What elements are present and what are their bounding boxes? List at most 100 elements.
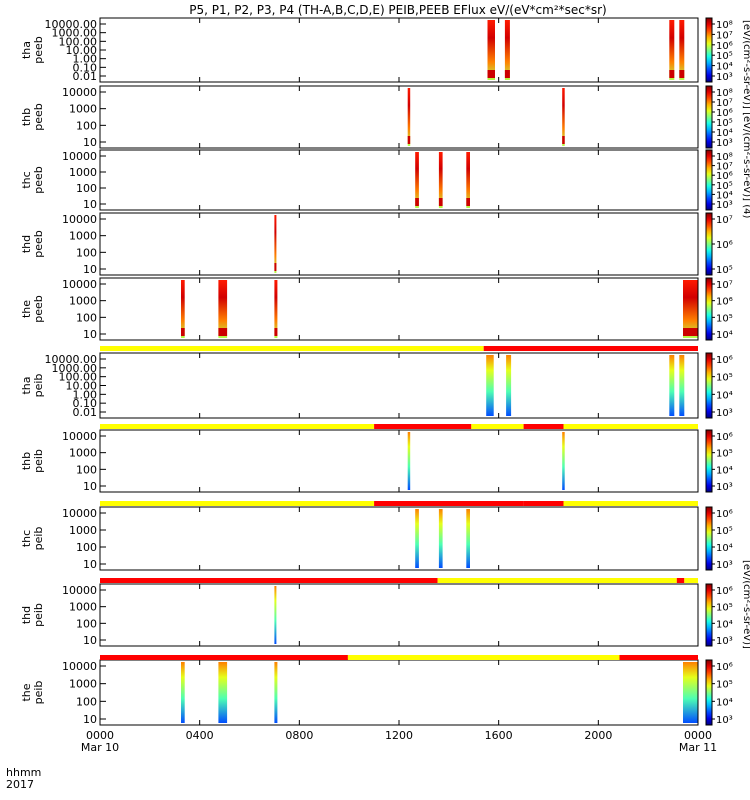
mode-bar bbox=[100, 346, 698, 351]
colorbar-tick-label: 10⁶ bbox=[716, 240, 733, 251]
panel-thd-peib: 10000 1000 100 10 thd peib 10⁶ 10⁵ 10⁴ 10³ bbox=[20, 583, 733, 647]
panel-frame bbox=[99, 429, 699, 493]
data-burst bbox=[669, 355, 675, 416]
mode-bar-segment bbox=[523, 424, 564, 429]
panel-instrument-label: peeb bbox=[32, 166, 45, 194]
mode-bar-segment bbox=[684, 578, 698, 583]
panel-stack: 10000.001000.00100.0010.001.000.100.01th… bbox=[20, 17, 733, 726]
data-burst-low-energy bbox=[669, 70, 675, 78]
colorbar-tick-label: 10⁷ bbox=[716, 280, 733, 291]
y-tick-label: 10 bbox=[83, 480, 97, 493]
y-tick-label: 1000 bbox=[69, 678, 97, 691]
data-burst bbox=[683, 280, 698, 338]
colorbar-tick-label: 10³ bbox=[716, 138, 733, 149]
data-burst bbox=[438, 509, 443, 568]
data-burst-low-energy bbox=[407, 136, 411, 144]
data-burst bbox=[683, 662, 698, 723]
data-burst bbox=[415, 509, 419, 568]
x-tick-label: 1600 bbox=[485, 729, 513, 742]
data-burst bbox=[181, 662, 185, 723]
y-tick-label: 10.00 bbox=[66, 44, 98, 57]
y-tick-label: 100 bbox=[76, 311, 97, 324]
colorbar-tick-label: 10⁷ bbox=[716, 30, 733, 41]
colorbar bbox=[705, 659, 713, 726]
mode-bar-segment bbox=[374, 501, 524, 506]
colorbar-tick-label: 10⁴ bbox=[716, 330, 733, 341]
colorbar-tick-label: 10⁸ bbox=[716, 20, 733, 31]
data-burst-low-energy bbox=[679, 70, 685, 78]
mode-bar-segment bbox=[563, 424, 698, 429]
colorbar-tick-label: 10⁶ bbox=[716, 41, 733, 52]
y-tick-label: 10 bbox=[83, 713, 97, 726]
x-tick-label: 2000 bbox=[584, 729, 612, 742]
panel-instrument-label: peeb bbox=[32, 36, 45, 64]
panel-thc-peib: 10000 1000 100 10 thc peib 10⁶ 10⁵ 10⁴ 10³ bbox=[20, 506, 733, 571]
colorbar-tick-label: 10⁷ bbox=[716, 215, 733, 226]
colorbar-tick-label: 10⁵ bbox=[716, 118, 733, 129]
panel-the-peib: 10000 1000 100 10 the peib 10⁶ 10⁵ 10⁴ 10³ bbox=[20, 659, 733, 726]
data-burst bbox=[274, 662, 278, 723]
colorbar-tick-label: 10⁷ bbox=[716, 98, 733, 109]
mode-bar-segment bbox=[471, 424, 524, 429]
data-burst-low-energy bbox=[504, 70, 510, 78]
colorbar-tick-label: 10⁶ bbox=[716, 662, 733, 673]
colorbar-tick-label: 10⁸ bbox=[716, 88, 733, 99]
data-burst bbox=[679, 20, 685, 80]
data-burst bbox=[504, 20, 510, 80]
panel-probe-label: thb bbox=[20, 108, 33, 126]
data-burst bbox=[274, 586, 277, 644]
y-tick-label: 10000.00 bbox=[45, 353, 98, 366]
colorbar-tick-label: 10⁴ bbox=[716, 62, 733, 73]
panel-frame bbox=[99, 85, 699, 149]
panel-the-peeb: 10000 1000 100 10 the peeb 10⁷ 10⁶ 10⁵ 10⁴ bbox=[20, 277, 733, 341]
mode-bar-segment bbox=[100, 655, 348, 660]
chart-title: P5, P1, P2, P3, P4 (TH-A,B,C,D,E) PEIB,P… bbox=[189, 3, 606, 17]
data-burst bbox=[415, 152, 419, 208]
data-burst bbox=[562, 432, 565, 490]
panel-frame bbox=[99, 277, 699, 341]
data-burst bbox=[487, 20, 495, 80]
mode-bar-segment bbox=[523, 501, 564, 506]
colorbar-tick-label: 10⁶ bbox=[716, 171, 733, 182]
y-tick-label: 1000 bbox=[69, 166, 97, 179]
y-tick-label: 100 bbox=[76, 617, 97, 630]
panel-instrument-label: peib bbox=[32, 527, 45, 551]
y-tick-label: 10000.00 bbox=[45, 18, 98, 31]
colorbar-label-ions: [eV/(cm²-s-sr-eV)] bbox=[741, 560, 750, 649]
data-burst bbox=[274, 280, 278, 338]
colorbar-tick-label: 10⁶ bbox=[716, 108, 733, 119]
colorbar bbox=[705, 506, 713, 571]
colorbar bbox=[705, 85, 713, 149]
colorbar-tick-label: 10³ bbox=[716, 636, 733, 647]
y-tick-label: 1000 bbox=[69, 295, 97, 308]
data-burst bbox=[679, 355, 685, 416]
data-burst-low-energy bbox=[438, 198, 443, 206]
panel-instrument-label: peib bbox=[32, 449, 45, 473]
data-burst bbox=[506, 355, 512, 416]
mode-bar-segment bbox=[483, 346, 698, 351]
panel-frame bbox=[99, 212, 699, 276]
data-burst-low-energy bbox=[218, 328, 228, 336]
panel-frame bbox=[99, 352, 699, 419]
panel-thb-peib: 10000 1000 100 10 thb peib 10⁶ 10⁵ 10⁴ 10³ bbox=[20, 429, 733, 493]
colorbar-tick-label: 10⁶ bbox=[716, 586, 733, 597]
panel-instrument-label: peeb bbox=[32, 295, 45, 323]
colorbar-tick-label: 10⁵ bbox=[716, 181, 733, 192]
data-burst bbox=[218, 280, 228, 338]
y-tick-label: 100 bbox=[76, 119, 97, 132]
panel-frame bbox=[99, 583, 699, 647]
y-tick-label: 10.00 bbox=[66, 380, 98, 393]
y-tick-label: 0.01 bbox=[73, 406, 98, 419]
mode-bar-segment bbox=[563, 501, 698, 506]
y-tick-label: 1000 bbox=[69, 447, 97, 460]
y-tick-label: 100 bbox=[76, 541, 97, 554]
y-tick-label: 10000 bbox=[62, 660, 97, 673]
y-tick-label: 100 bbox=[76, 695, 97, 708]
data-burst-low-energy bbox=[466, 198, 470, 206]
colorbar bbox=[705, 149, 713, 211]
colorbar-tick-label: 10⁶ bbox=[716, 509, 733, 520]
data-burst bbox=[218, 662, 228, 723]
colorbar bbox=[705, 583, 713, 647]
y-tick-label: 10000 bbox=[62, 86, 97, 99]
